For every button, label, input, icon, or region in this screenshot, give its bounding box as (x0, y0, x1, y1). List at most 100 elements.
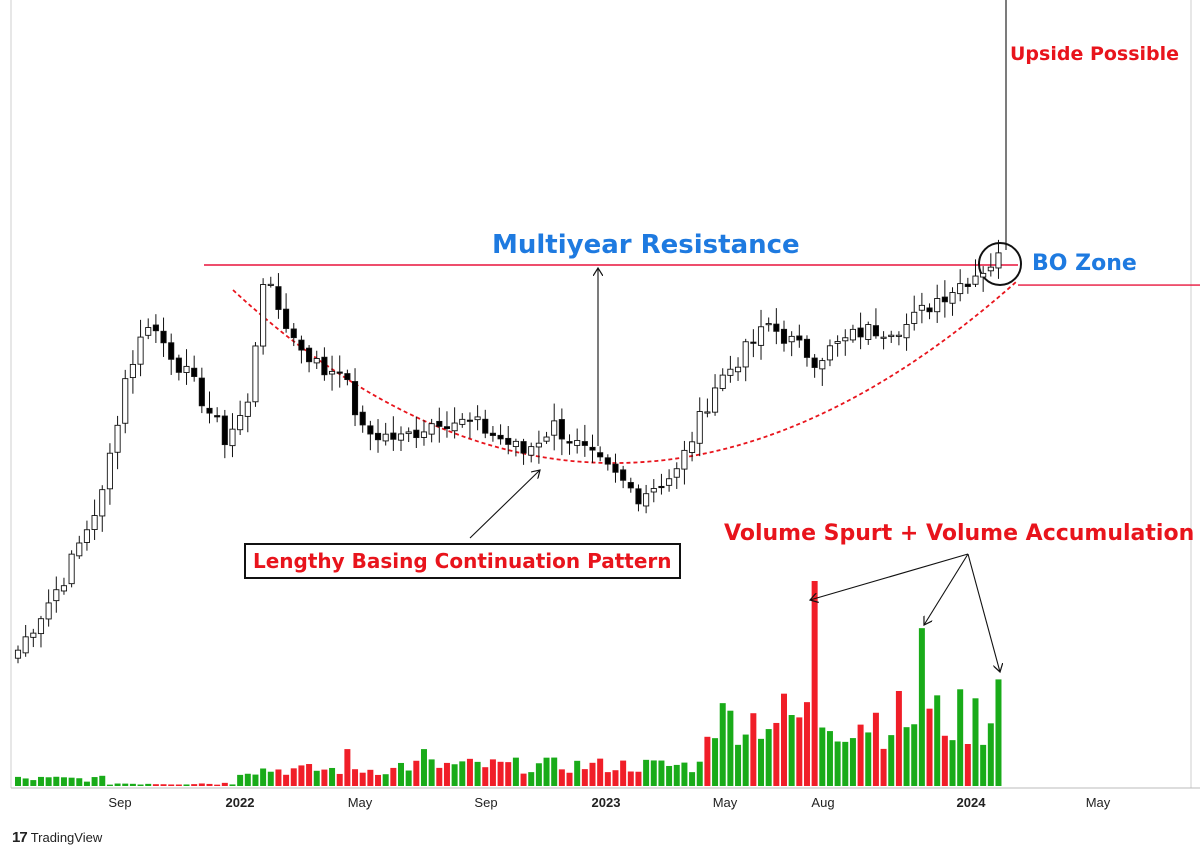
candle-body (520, 441, 527, 454)
volume-arrow-3 (967, 553, 1000, 672)
candle-body (191, 367, 198, 377)
volume-bar (198, 783, 205, 786)
candle-body (934, 298, 941, 313)
volume-bar (306, 764, 313, 786)
candle-body (566, 441, 573, 444)
candle-body (451, 422, 458, 432)
candle-body (849, 328, 856, 341)
candle-body (811, 357, 818, 368)
volume-bar (658, 760, 665, 786)
x-tick-may-2023: May (712, 795, 738, 810)
volume-bar (872, 712, 879, 786)
volume-bar (895, 690, 902, 786)
volume-bar (122, 783, 129, 786)
volume-bar (803, 702, 810, 786)
volume-note-label: Volume Spurt + Volume Accumulation (724, 521, 1195, 546)
candle-body (704, 411, 711, 414)
candle-body (306, 347, 313, 363)
candle-body (826, 345, 834, 361)
candle-body (443, 426, 451, 429)
candle-body (819, 360, 826, 370)
volume-bar (597, 758, 604, 786)
volume-bar (267, 771, 274, 786)
candle-body (290, 328, 297, 339)
candle-body (765, 323, 772, 326)
candle-body (589, 446, 596, 451)
volume-bar (719, 703, 726, 786)
volume-bar (283, 774, 290, 786)
candle-body (712, 387, 719, 413)
candle-body (696, 411, 703, 444)
candle-body (635, 488, 642, 505)
candle-body (68, 553, 75, 585)
candle-body (129, 363, 136, 379)
volume-bar (15, 776, 21, 786)
volume-bar (788, 715, 795, 786)
candle-body (964, 283, 971, 287)
volume-bar (191, 784, 198, 786)
volume-bar (398, 762, 404, 786)
candle-body (145, 327, 152, 336)
volume-bar (489, 759, 496, 786)
candle-body (214, 415, 221, 418)
candle-body (137, 336, 144, 365)
volume-bar (842, 741, 849, 786)
candle-body (22, 636, 29, 654)
candle-body (466, 419, 473, 422)
candle-body (666, 478, 673, 486)
candle-body (627, 482, 634, 489)
volume-bar (972, 698, 979, 786)
candle-body (260, 284, 267, 347)
candle-body (183, 365, 190, 373)
volume-bar (980, 744, 987, 786)
candle-body (597, 452, 604, 458)
candle-body (734, 366, 742, 373)
candle-body (106, 452, 113, 490)
volume-bar (321, 769, 328, 786)
candle-body (76, 542, 83, 557)
volume-bar (995, 679, 1002, 786)
volume-bar (229, 784, 236, 786)
volume-bar (512, 757, 519, 786)
volume-bar (290, 768, 297, 786)
volume-bar (911, 724, 918, 786)
volume-bar (558, 769, 565, 786)
volume-bar (30, 780, 37, 786)
x-tick-2022: 2022 (225, 795, 255, 810)
volume-bar (903, 727, 910, 786)
volume-bar (643, 759, 650, 786)
volume-bar (298, 765, 305, 786)
volume-bar (275, 769, 282, 786)
volume-bar (260, 768, 267, 786)
volume-bar (612, 770, 619, 786)
volume-arrow-2 (924, 553, 969, 625)
volume-bar (635, 771, 642, 786)
x-tick-2023: 2023 (591, 795, 621, 810)
volume-bar (505, 762, 512, 786)
candle-body (880, 336, 887, 339)
x-tick-2024: 2024 (956, 795, 986, 810)
volume-bar (428, 759, 435, 786)
candle-body (558, 419, 565, 440)
bo-zone-label: BO Zone (1032, 251, 1137, 276)
volume-bar (329, 767, 336, 786)
candle-body (505, 437, 512, 445)
candle-body (359, 411, 366, 426)
volume-bar (857, 724, 864, 786)
volume-bar (811, 581, 818, 786)
volume-bar (137, 784, 144, 786)
candle-body (37, 618, 45, 635)
volume-bar (758, 738, 765, 786)
volume-bar (574, 760, 581, 786)
candle-body (941, 296, 948, 303)
volume-bar (964, 743, 971, 786)
volume-bar (129, 783, 136, 786)
candle-body (83, 529, 90, 543)
candle-body (428, 423, 435, 435)
candle-body (872, 325, 879, 337)
volume-bar (742, 734, 749, 786)
candle-body (53, 589, 60, 602)
candle-body (512, 440, 519, 448)
candle-body (405, 431, 412, 435)
